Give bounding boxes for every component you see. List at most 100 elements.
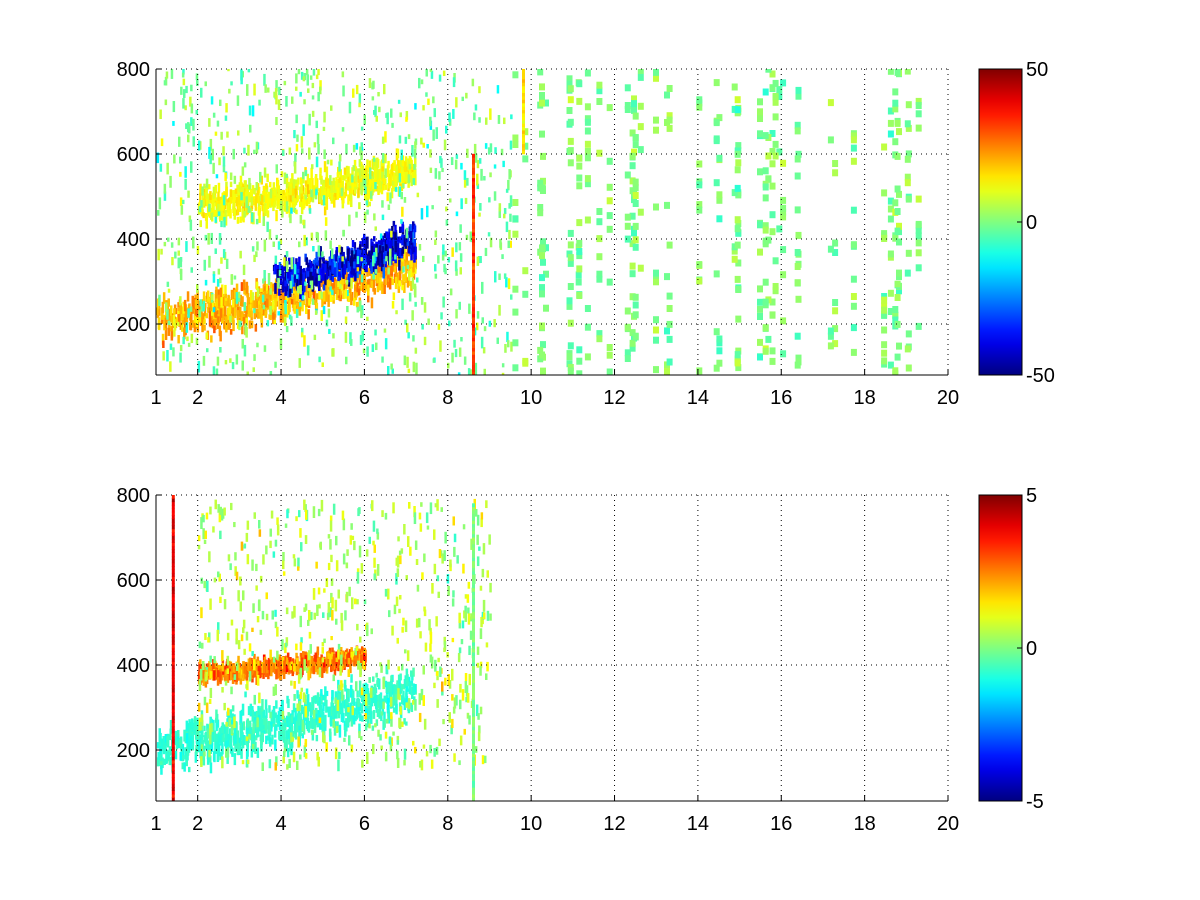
heatmap-cell: [666, 112, 673, 120]
heatmap-cell: [224, 669, 227, 682]
heatmap-cell: [358, 179, 361, 189]
heatmap-cell: [367, 284, 370, 296]
heatmap-cell: [358, 246, 362, 260]
heatmap-cell: [306, 694, 310, 706]
heatmap-cell: [637, 102, 644, 110]
heatmap-cell: [293, 130, 296, 139]
heatmap-cell: [285, 293, 289, 302]
heatmap-cell: [434, 273, 438, 279]
heatmap-cell: [399, 226, 402, 233]
heatmap-cell: [382, 158, 385, 169]
heatmap-cell: [892, 105, 899, 113]
heatmap-cell: [472, 214, 475, 219]
heatmap-cell: [217, 316, 220, 324]
heatmap-cell: [296, 134, 299, 142]
heatmap-cell: [411, 240, 414, 251]
heatmap-cell: [261, 699, 264, 712]
heatmap-cell: [239, 667, 242, 679]
heatmap-cell: [522, 290, 529, 298]
heatmap-cell: [472, 235, 475, 240]
heatmap-cell: [358, 93, 362, 105]
heatmap-cell: [537, 69, 544, 76]
heatmap-cell: [275, 209, 278, 222]
heatmap-cell: [366, 236, 369, 249]
heatmap-cell: [198, 206, 202, 213]
heatmap-cell: [341, 256, 344, 262]
heatmap-cell: [241, 186, 245, 195]
heatmap-cell: [239, 250, 242, 259]
heatmap-cell: [204, 279, 208, 286]
heatmap-cell: [624, 349, 631, 357]
heatmap-cell: [317, 245, 321, 257]
heatmap-cell: [320, 291, 323, 299]
heatmap-cell: [297, 662, 300, 672]
heatmap-cell: [540, 341, 546, 349]
heatmap-cell: [896, 238, 902, 246]
heatmap-cell: [173, 308, 176, 315]
heatmap-cell: [258, 295, 261, 302]
y-tick-label: 600: [117, 144, 150, 166]
heatmap-cell: [199, 220, 202, 228]
heatmap-cell: [339, 284, 342, 289]
heatmap-cell: [307, 280, 311, 289]
heatmap-cell: [173, 154, 176, 164]
heatmap-cell: [404, 136, 408, 144]
heatmap-cell: [425, 92, 428, 97]
heatmap-cell: [735, 191, 742, 199]
heatmap-cell: [347, 689, 350, 698]
heatmap-cell: [319, 718, 322, 730]
heatmap-cell: [522, 85, 525, 90]
heatmap-cell: [402, 690, 405, 701]
x-tick-label: 20: [937, 387, 959, 409]
heatmap-cell: [887, 250, 894, 258]
heatmap-cell: [472, 276, 475, 281]
heatmap-cell: [293, 663, 296, 672]
heatmap-cell: [251, 743, 255, 750]
heatmap-cell: [780, 208, 787, 216]
heatmap-cell: [352, 650, 356, 660]
heatmap-cell: [539, 184, 545, 192]
heatmap-cell: [327, 294, 330, 307]
heatmap-cell: [904, 120, 911, 128]
heatmap-cell: [567, 85, 574, 93]
heatmap-cell: [762, 132, 769, 140]
heatmap-cell: [358, 202, 361, 210]
heatmap-cell: [472, 177, 475, 182]
heatmap-cell: [503, 117, 506, 125]
heatmap-cell: [301, 733, 304, 739]
heatmap-cell: [225, 323, 228, 333]
heatmap-cell: [489, 237, 493, 248]
heatmap-cell: [205, 702, 209, 714]
heatmap-cell: [351, 181, 354, 190]
heatmap-cell: [344, 726, 347, 737]
heatmap-cell: [342, 273, 345, 279]
heatmap-cell: [177, 335, 180, 344]
heatmap-cell: [850, 136, 857, 144]
heatmap-cell: [294, 707, 297, 719]
heatmap-cell: [241, 339, 244, 349]
heatmap-cell: [338, 652, 341, 658]
heatmap-cell: [403, 748, 407, 760]
heatmap-cell: [367, 188, 370, 199]
x-tick-label: 16: [770, 387, 792, 409]
heatmap-cell: [305, 284, 308, 294]
heatmap-cell: [256, 241, 259, 251]
heatmap-cell: [398, 135, 402, 144]
heatmap-cell: [330, 182, 333, 194]
heatmap-cell: [566, 107, 573, 114]
heatmap-cell: [632, 301, 639, 309]
heatmap-cell: [915, 249, 922, 257]
heatmap-cell: [498, 207, 501, 218]
heatmap-cell: [236, 95, 240, 106]
heatmap-cell: [896, 287, 902, 295]
heatmap-cell: [432, 96, 435, 104]
heatmap-cell: [384, 153, 387, 164]
heatmap-cell: [260, 309, 263, 323]
heatmap-cell: [291, 266, 294, 275]
heatmap-cell: [207, 307, 210, 313]
heatmap-cell: [156, 742, 160, 749]
heatmap-cell: [282, 304, 286, 313]
heatmap-cell: [210, 335, 213, 343]
heatmap-cell: [905, 101, 912, 109]
heatmap-cell: [183, 729, 186, 742]
